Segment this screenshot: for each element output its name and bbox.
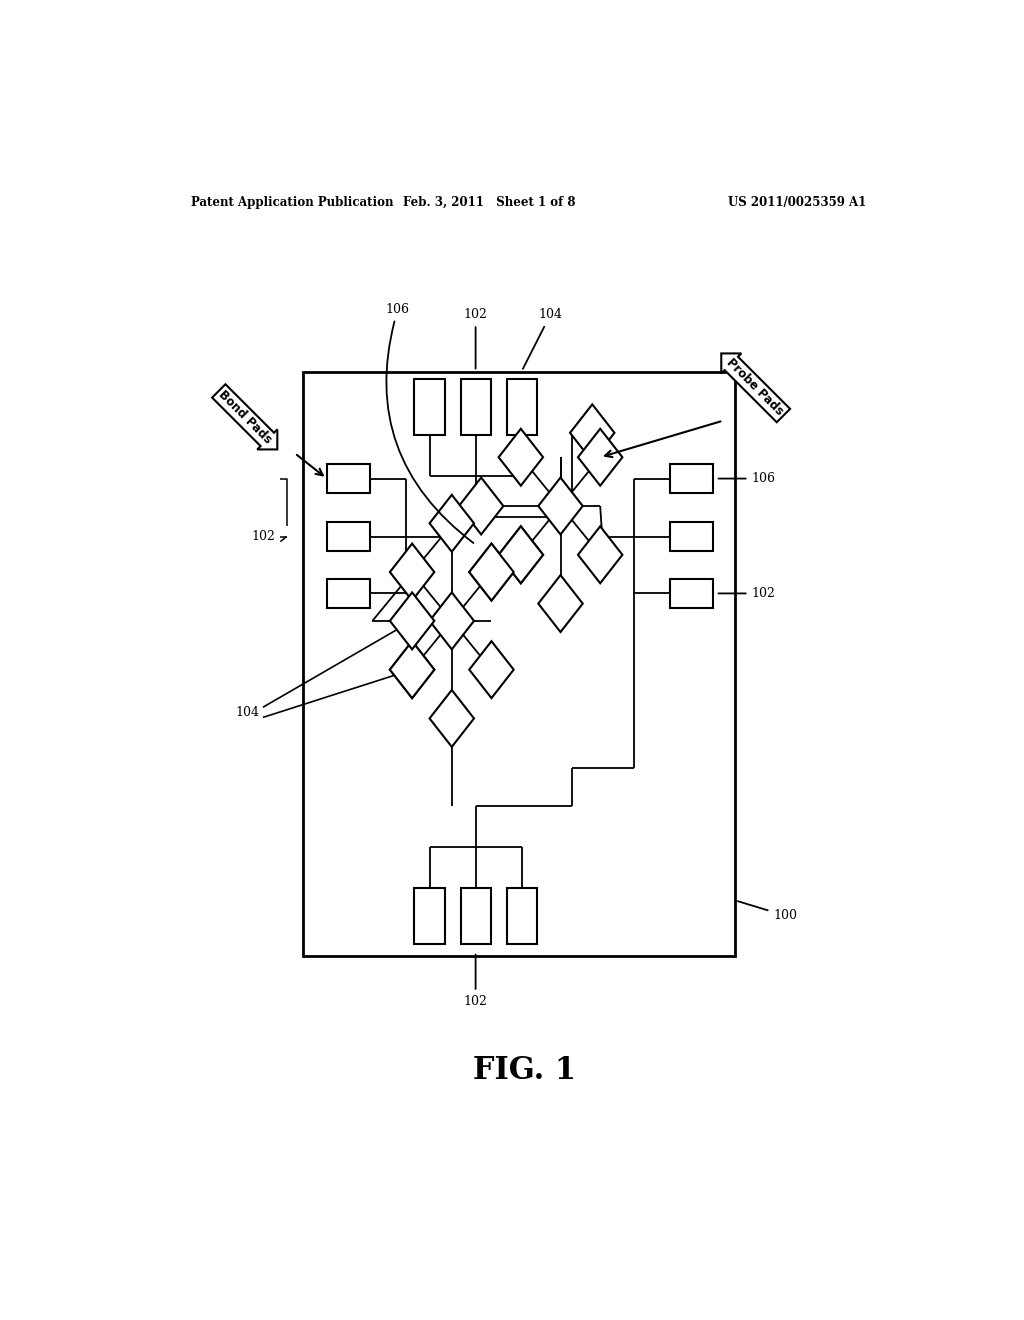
Text: 106: 106: [386, 302, 473, 543]
Bar: [461, 887, 490, 944]
Bar: [670, 579, 714, 607]
Bar: [670, 465, 714, 492]
Polygon shape: [430, 495, 474, 552]
Text: Bond Pads: Bond Pads: [216, 388, 274, 446]
Text: FIG. 1: FIG. 1: [473, 1055, 577, 1085]
Bar: [327, 523, 371, 550]
Polygon shape: [578, 429, 623, 486]
Text: 102: 102: [464, 954, 487, 1007]
Bar: [415, 379, 444, 436]
Text: US 2011/0025359 A1: US 2011/0025359 A1: [728, 195, 866, 209]
Polygon shape: [578, 527, 623, 583]
Text: 100: 100: [737, 902, 798, 923]
Text: 102: 102: [251, 531, 274, 543]
Polygon shape: [539, 576, 583, 632]
Text: Patent Application Publication: Patent Application Publication: [191, 195, 394, 209]
Polygon shape: [469, 642, 514, 698]
Text: 102: 102: [719, 587, 775, 599]
Polygon shape: [539, 478, 583, 535]
Bar: [507, 379, 537, 436]
Polygon shape: [390, 593, 434, 649]
Polygon shape: [430, 690, 474, 747]
Polygon shape: [459, 478, 504, 535]
Polygon shape: [390, 642, 434, 698]
Text: Probe Pads: Probe Pads: [724, 356, 786, 418]
Bar: [507, 887, 537, 944]
Polygon shape: [570, 404, 614, 461]
Text: 102: 102: [464, 309, 487, 368]
Polygon shape: [499, 429, 543, 486]
Polygon shape: [430, 593, 474, 649]
Text: 106: 106: [719, 473, 775, 484]
Bar: [327, 579, 371, 607]
Polygon shape: [390, 642, 434, 698]
Text: Feb. 3, 2011   Sheet 1 of 8: Feb. 3, 2011 Sheet 1 of 8: [402, 195, 575, 209]
Bar: [415, 887, 444, 944]
Polygon shape: [390, 544, 434, 601]
Polygon shape: [499, 527, 543, 583]
Bar: [670, 523, 714, 550]
Polygon shape: [469, 544, 514, 601]
Text: 104: 104: [523, 309, 562, 368]
Bar: [327, 465, 371, 492]
Polygon shape: [469, 544, 514, 601]
Bar: [461, 379, 490, 436]
Text: 104: 104: [234, 706, 259, 719]
Polygon shape: [499, 527, 543, 583]
Bar: [303, 372, 735, 956]
